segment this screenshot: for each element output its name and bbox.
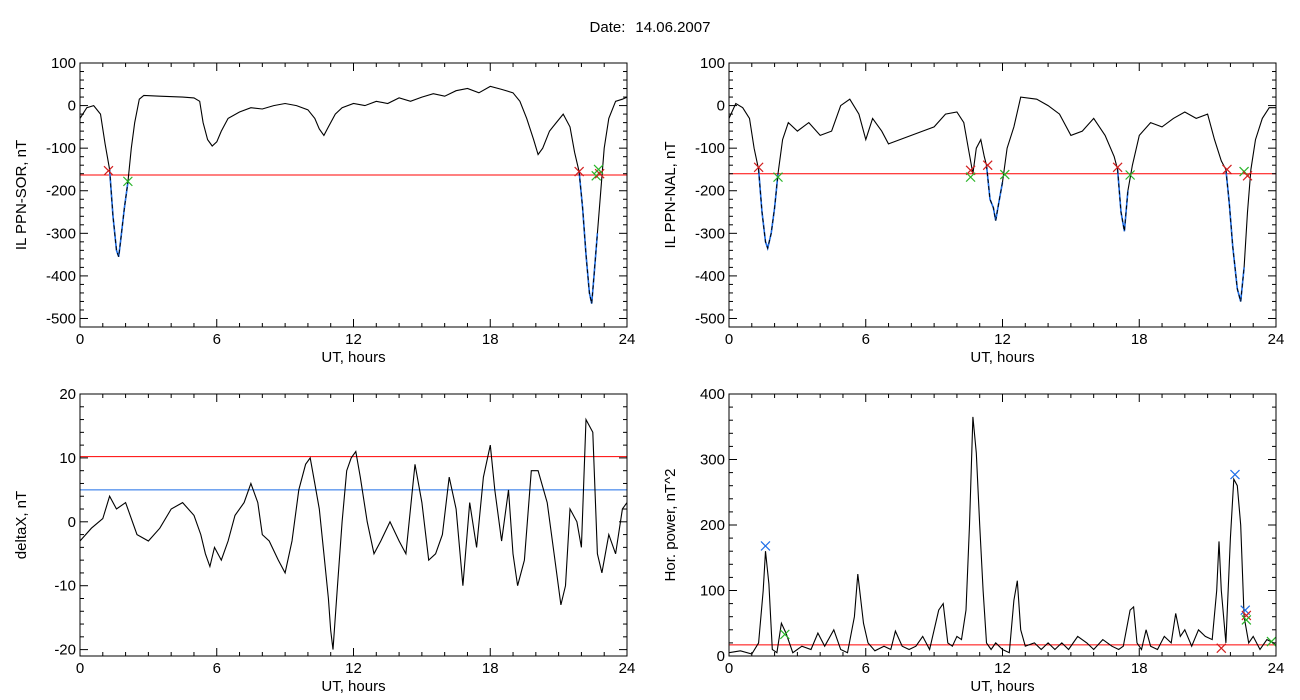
x-tick-label: 24 (619, 331, 636, 348)
chart-panel-nal: 0 6 12 18 24 100 0 -100 -200 -300 -400 -500 UT, hour… (662, 55, 1284, 366)
y-tick-label: -500 (46, 310, 76, 327)
onset-marker (574, 166, 585, 177)
plot-frame (728, 393, 1277, 657)
substorm-segment-dash (578, 171, 598, 304)
x-tick-label: 6 (862, 331, 870, 348)
onset-marker (103, 165, 114, 176)
peak-marker (760, 541, 771, 551)
x-axis-label: UT, hours (970, 349, 1034, 366)
x-tick-label: 12 (994, 660, 1011, 677)
x-tick-label: 0 (725, 331, 733, 348)
x-axis-label: UT, hours (321, 678, 385, 695)
onset-marker (753, 162, 764, 173)
y-tick-label: 300 (700, 452, 725, 469)
y-tick-label: 20 (59, 386, 76, 403)
chart-panel-sor: 0 6 12 18 24 100 0 -100 -200 -300 -400 -500 UT, hour… (13, 55, 635, 366)
date-label: Date: (589, 19, 626, 36)
x-tick-label: 6 (862, 660, 870, 677)
y-axis-label: Hor. power, nT^2 (662, 469, 679, 582)
y-tick-label: -200 (46, 183, 76, 200)
onset-marker (1222, 164, 1232, 175)
y-tick-label: -400 (46, 268, 76, 285)
end-marker (1125, 170, 1136, 180)
y-tick-label: 10 (59, 450, 76, 467)
y-tick-label: -500 (695, 310, 725, 327)
substorm-segment-dash (1117, 169, 1129, 232)
y-tick-label: -10 (54, 578, 76, 595)
x-tick-label: 0 (725, 660, 733, 677)
x-axis-label: UT, hours (970, 678, 1034, 695)
y-tick-label: -300 (695, 225, 725, 242)
y-tick-label: 200 (700, 517, 725, 534)
x-tick-label: 18 (1131, 331, 1148, 348)
x-tick-label: 0 (76, 660, 84, 677)
end-marker (1266, 636, 1277, 647)
end-marker (779, 629, 790, 640)
end-marker (965, 172, 976, 183)
end-marker (1241, 615, 1252, 625)
end-marker (999, 169, 1010, 180)
x-tick-label: 12 (345, 331, 362, 348)
y-tick-label: 100 (700, 583, 725, 600)
y-tick-label: 100 (51, 55, 76, 72)
onset-marker (1242, 170, 1253, 181)
y-tick-label: -200 (695, 183, 725, 200)
y-tick-label: 0 (68, 98, 76, 115)
x-tick-label: 24 (1268, 660, 1285, 677)
end-marker (773, 172, 783, 183)
series-line (728, 96, 1276, 302)
x-tick-label: 6 (213, 331, 221, 348)
substorm-segment (1225, 169, 1245, 302)
y-axis-label: deltaX, nT (13, 491, 30, 559)
y-tick-label: -100 (695, 140, 725, 157)
series-line (79, 417, 628, 650)
end-marker (122, 176, 133, 187)
plot-frame (79, 62, 628, 328)
chart-panel-deltax: 0 6 12 18 24 20 10 0 -10 -20 UT, hours deltaX, nT (13, 386, 635, 695)
y-axis-label: IL PPN-NAL, nT (662, 142, 679, 249)
y-tick-label: -100 (46, 140, 76, 157)
onset-marker (1241, 610, 1252, 621)
x-tick-label: 12 (994, 331, 1011, 348)
x-tick-label: 18 (482, 660, 499, 677)
onset-marker (1216, 643, 1227, 654)
y-tick-label: -300 (46, 225, 76, 242)
chart-panel-power: 0 6 12 18 24 400 300 200 100 0 UT, hours Hor. power… (662, 386, 1284, 695)
end-marker (593, 164, 604, 175)
y-tick-label: 400 (700, 386, 725, 403)
onset-marker (982, 160, 993, 171)
series-line (79, 85, 628, 304)
x-axis-label: UT, hours (321, 349, 385, 366)
peak-marker (1230, 469, 1240, 480)
x-tick-label: 18 (482, 331, 499, 348)
y-tick-label: 0 (717, 98, 725, 115)
substorm-segment-dash (986, 165, 1003, 221)
x-tick-label: 18 (1131, 660, 1148, 677)
substorm-segment-dash (109, 169, 129, 257)
y-tick-label: -20 (54, 642, 76, 659)
y-axis-label: IL PPN-SOR, nT (13, 140, 30, 250)
date-value: 14.06.2007 (635, 19, 711, 36)
plot-frame (728, 62, 1277, 328)
y-tick-label: -400 (695, 268, 725, 285)
substorm-segment-dash (758, 169, 779, 251)
substorm-segment-dash (1225, 169, 1245, 302)
date-title: Date: 14.06.2007 (0, 19, 1300, 36)
onset-marker (1112, 162, 1123, 173)
x-tick-label: 24 (619, 660, 636, 677)
x-tick-label: 12 (345, 660, 362, 677)
substorm-segment (757, 169, 779, 252)
y-tick-label: 0 (717, 648, 725, 665)
series-line (728, 416, 1277, 655)
x-tick-label: 24 (1268, 331, 1285, 348)
x-tick-label: 0 (76, 331, 84, 348)
y-tick-label: 100 (700, 55, 725, 72)
y-tick-label: 0 (68, 514, 76, 531)
x-tick-label: 6 (213, 660, 221, 677)
